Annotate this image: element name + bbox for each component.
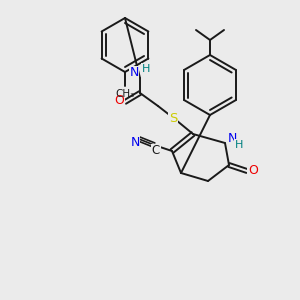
Text: N: N bbox=[130, 136, 140, 149]
Text: H: H bbox=[142, 64, 150, 74]
Text: C: C bbox=[152, 145, 160, 158]
Text: H: H bbox=[235, 140, 243, 150]
Text: N: N bbox=[227, 133, 237, 146]
Text: N: N bbox=[129, 67, 139, 80]
Text: S: S bbox=[169, 112, 177, 124]
Text: CH₃: CH₃ bbox=[116, 89, 135, 99]
Text: O: O bbox=[114, 94, 124, 107]
Text: O: O bbox=[248, 164, 258, 178]
